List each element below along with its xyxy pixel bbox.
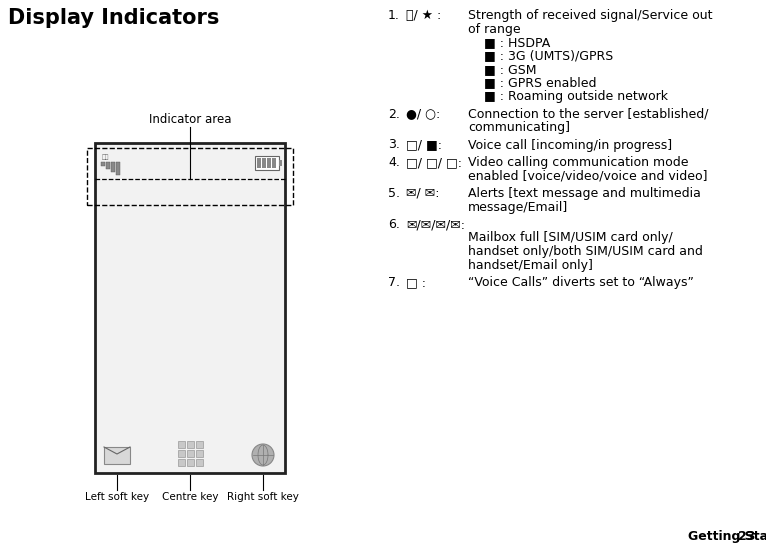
Text: □/ □/ □:: □/ □/ □:: [406, 156, 462, 169]
Bar: [95, 143, 285, 473]
Text: ⓘ/ ★ :: ⓘ/ ★ :: [406, 9, 441, 22]
Text: Connection to the server [established/: Connection to the server [established/: [468, 107, 709, 121]
Text: 4.: 4.: [388, 156, 400, 169]
Text: Getting Started: Getting Started: [688, 530, 766, 543]
Text: 23: 23: [738, 530, 755, 543]
Bar: [116, 162, 120, 175]
Bar: [187, 459, 194, 466]
Text: Display Indicators: Display Indicators: [8, 8, 219, 28]
Text: 5.: 5.: [388, 187, 400, 200]
Text: message/Email]: message/Email]: [468, 201, 568, 213]
Text: Video calling communication mode: Video calling communication mode: [468, 156, 689, 169]
Bar: [111, 162, 115, 172]
Text: Voice call [incoming/in progress]: Voice call [incoming/in progress]: [468, 138, 672, 152]
Bar: [178, 450, 185, 457]
Text: communicating]: communicating]: [468, 121, 570, 134]
Bar: [272, 158, 276, 168]
Bar: [187, 441, 194, 448]
Text: enabled [voice/video/voice and video]: enabled [voice/video/voice and video]: [468, 170, 708, 182]
Bar: [87, 148, 293, 205]
Text: ■ : GPRS enabled: ■ : GPRS enabled: [468, 76, 597, 90]
Bar: [196, 459, 203, 466]
Text: 1.: 1.: [388, 9, 400, 22]
Bar: [178, 441, 185, 448]
Text: Ⓣⓓ: Ⓣⓓ: [102, 154, 110, 160]
Bar: [279, 160, 282, 166]
Text: Strength of received signal/Service out: Strength of received signal/Service out: [468, 9, 712, 22]
Bar: [267, 158, 271, 168]
Bar: [101, 162, 105, 166]
Bar: [255, 156, 279, 170]
Text: □/ ■:: □/ ■:: [406, 138, 442, 152]
Text: □ :: □ :: [406, 276, 426, 289]
Bar: [178, 459, 185, 466]
Bar: [104, 447, 130, 464]
Text: ✉/✉/✉/✉:: ✉/✉/✉/✉:: [406, 218, 465, 231]
Text: 3.: 3.: [388, 138, 400, 152]
Text: Left soft key: Left soft key: [85, 492, 149, 502]
Text: ■ : GSM: ■ : GSM: [468, 63, 536, 76]
Bar: [196, 450, 203, 457]
Text: 7.: 7.: [388, 276, 400, 289]
Bar: [262, 158, 266, 168]
Bar: [196, 441, 203, 448]
Bar: [187, 450, 194, 457]
Text: handset only/both SIM/USIM card and: handset only/both SIM/USIM card and: [468, 245, 703, 258]
Text: Centre key: Centre key: [162, 492, 218, 502]
Bar: [106, 162, 110, 169]
Text: “Voice Calls” diverts set to “Always”: “Voice Calls” diverts set to “Always”: [468, 276, 694, 289]
Text: 2.: 2.: [388, 107, 400, 121]
Text: 6.: 6.: [388, 218, 400, 231]
Text: ■ : 3G (UMTS)/GPRS: ■ : 3G (UMTS)/GPRS: [468, 50, 614, 62]
Text: Alerts [text message and multimedia: Alerts [text message and multimedia: [468, 187, 701, 200]
Text: of range: of range: [468, 23, 521, 35]
Text: Right soft key: Right soft key: [227, 492, 299, 502]
Text: handset/Email only]: handset/Email only]: [468, 258, 593, 272]
Text: ■ : HSDPA: ■ : HSDPA: [468, 36, 550, 49]
Text: Indicator area: Indicator area: [149, 113, 231, 126]
Bar: [257, 158, 261, 168]
Text: ●/ ○:: ●/ ○:: [406, 107, 440, 121]
Circle shape: [252, 444, 274, 466]
Text: ■ : Roaming outside network: ■ : Roaming outside network: [468, 90, 668, 103]
Text: ✉/ ✉:: ✉/ ✉:: [406, 187, 440, 200]
Text: Mailbox full [SIM/USIM card only/: Mailbox full [SIM/USIM card only/: [468, 232, 673, 244]
